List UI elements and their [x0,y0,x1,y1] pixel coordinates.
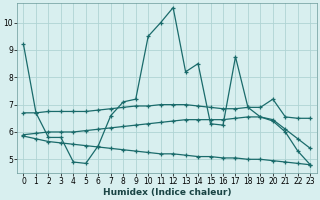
X-axis label: Humidex (Indice chaleur): Humidex (Indice chaleur) [103,188,231,197]
